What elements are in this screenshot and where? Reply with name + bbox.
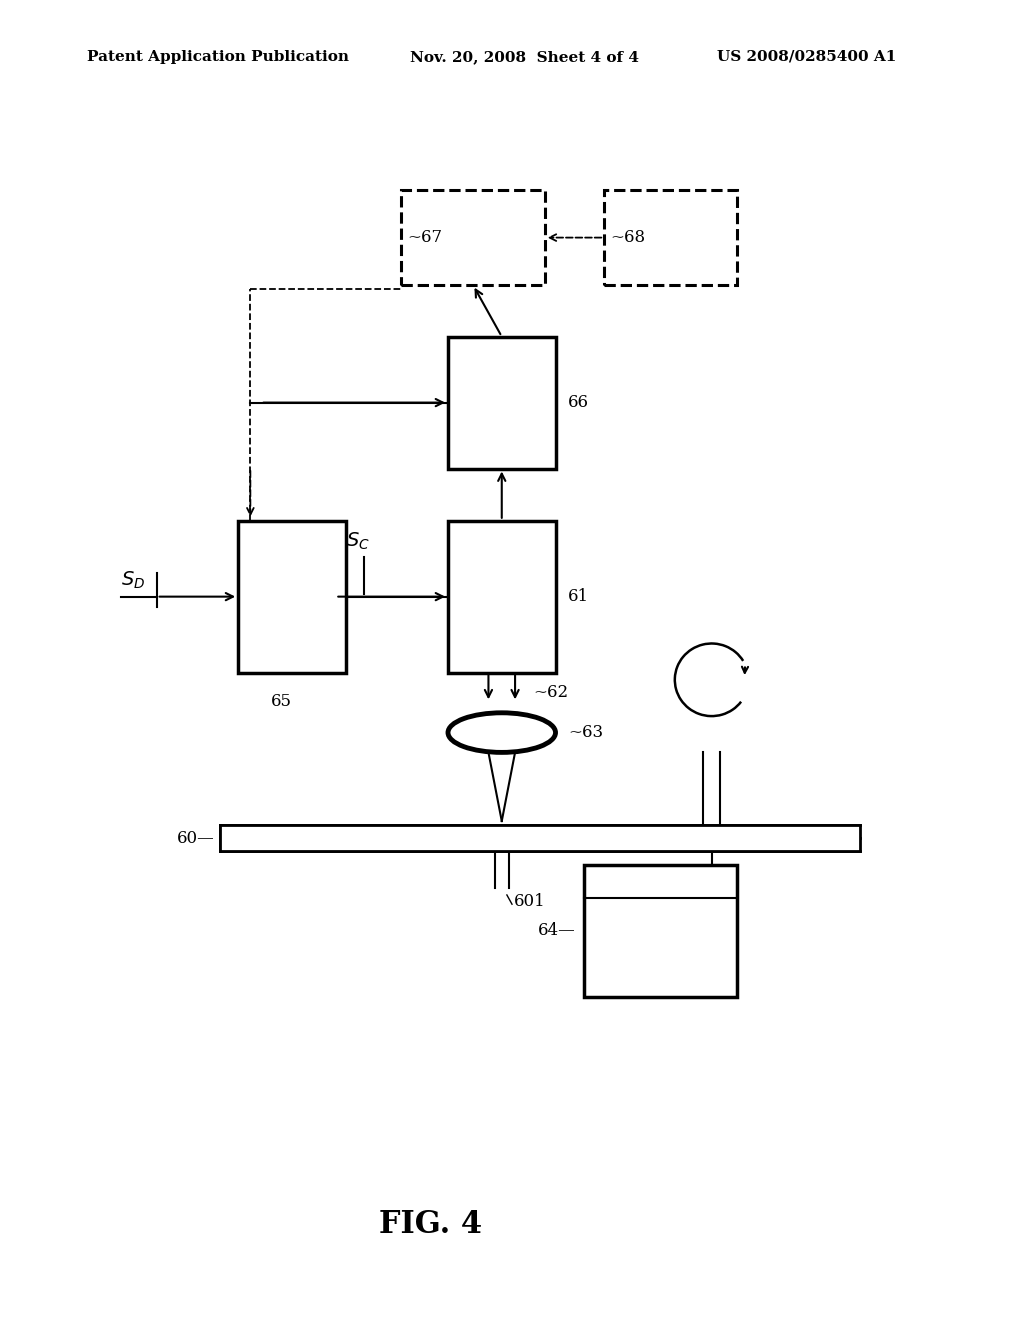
Bar	[584, 865, 737, 997]
Text: 65: 65	[271, 693, 292, 710]
Text: 66: 66	[567, 395, 589, 411]
Bar	[238, 520, 345, 672]
Text: $S_D$: $S_D$	[121, 570, 145, 591]
Text: Nov. 20, 2008  Sheet 4 of 4: Nov. 20, 2008 Sheet 4 of 4	[410, 50, 639, 63]
Text: ~63: ~63	[567, 725, 603, 741]
Bar	[449, 337, 555, 469]
Text: 601: 601	[514, 894, 546, 909]
Text: US 2008/0285400 A1: US 2008/0285400 A1	[717, 50, 896, 63]
Ellipse shape	[449, 713, 555, 752]
Text: $S_C$: $S_C$	[346, 531, 371, 552]
Bar	[449, 520, 555, 672]
Bar	[604, 190, 737, 285]
Text: ~67: ~67	[408, 230, 442, 246]
Bar	[401, 190, 545, 285]
Text: ~62: ~62	[534, 684, 568, 701]
Text: FIG. 4: FIG. 4	[379, 1209, 481, 1241]
Bar	[220, 825, 860, 851]
Text: 64—: 64—	[538, 923, 575, 939]
Text: 61: 61	[567, 589, 589, 605]
Text: ~68: ~68	[610, 230, 645, 246]
Text: 60—: 60—	[177, 830, 215, 846]
Text: Patent Application Publication: Patent Application Publication	[87, 50, 349, 63]
